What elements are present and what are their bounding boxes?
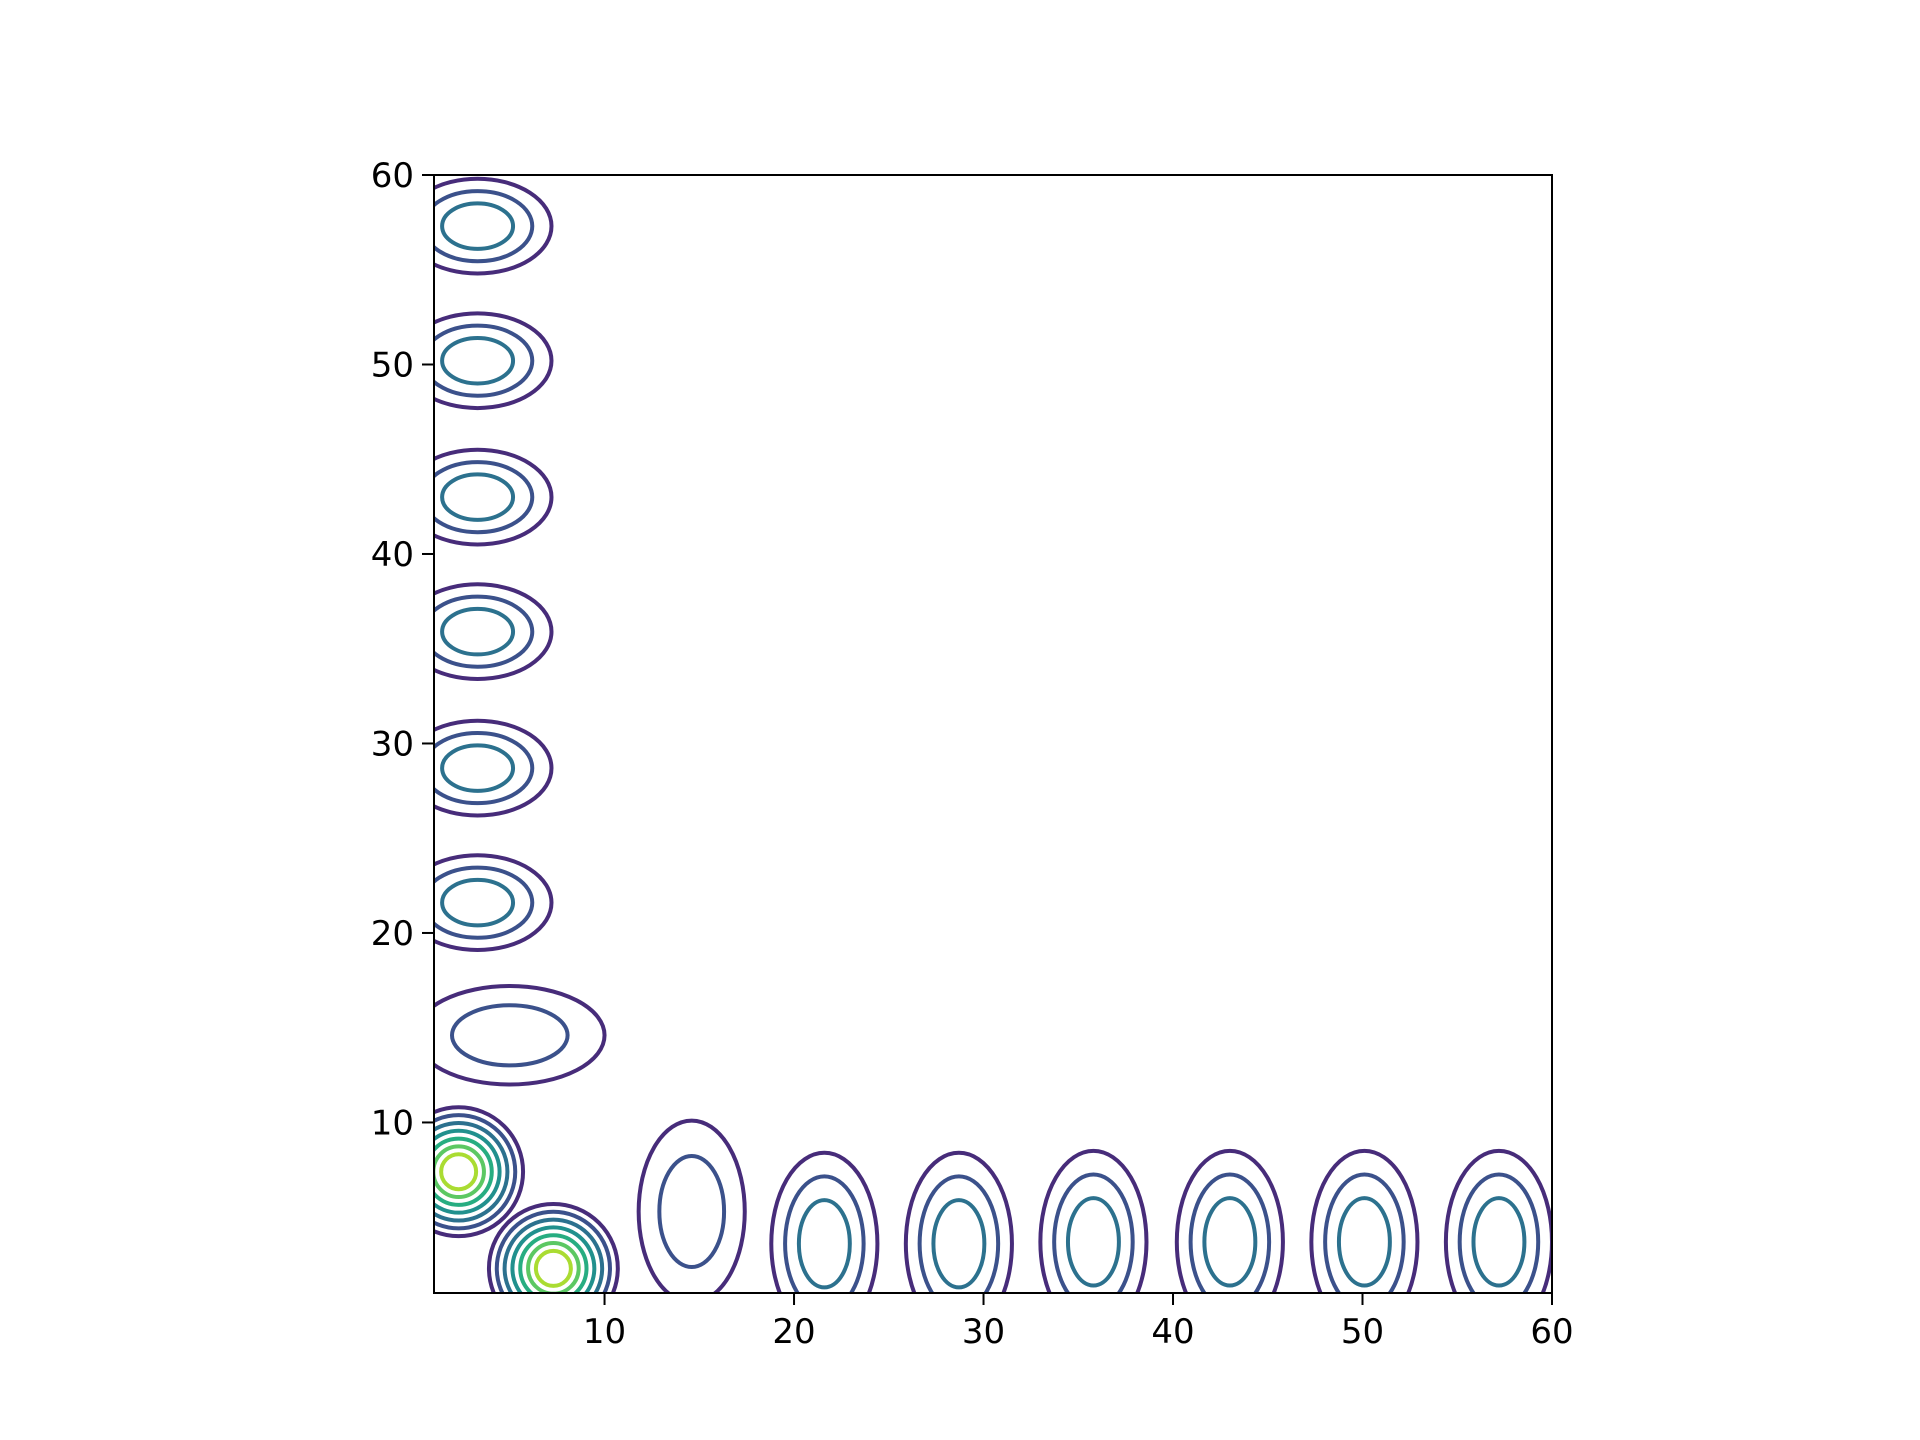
contour-lines [434, 176, 1552, 1293]
contour-ring-peak-6-level-0 [1174, 1148, 1285, 1293]
contour-ring-peak-13-level-0 [434, 447, 554, 547]
contour-ring-peak-5-level-1 [1052, 1172, 1135, 1293]
contour-ring-peak-1-level-6 [533, 1248, 573, 1288]
contour-ring-peak-8-level-1 [1457, 1172, 1541, 1293]
contour-ring-peak-10-level-0 [434, 853, 554, 953]
contour-ring-peak-9-level-1 [450, 1003, 570, 1068]
contour-ring-peak-12-level-2 [440, 606, 516, 657]
contour-ring-peak-14-level-2 [440, 335, 516, 386]
contour-ring-peak-1-level-5 [526, 1241, 581, 1293]
contour-ring-peak-12-level-0 [434, 582, 554, 682]
y-tick-label: 30 [371, 724, 414, 764]
contour-ring-peak-14-level-1 [434, 323, 535, 398]
contour-ring-peak-0-level-4 [434, 1136, 494, 1207]
contour-ring-peak-5-level-2 [1065, 1196, 1121, 1288]
contour-ring-peak-7-level-1 [1323, 1172, 1406, 1293]
contour-ring-peak-7-level-0 [1309, 1148, 1420, 1293]
contour-ring-peak-10-level-1 [434, 865, 535, 940]
contour-ring-peak-3-level-1 [783, 1174, 866, 1293]
contour-ring-peak-3-level-0 [769, 1150, 880, 1293]
contour-ring-peak-12-level-1 [434, 594, 535, 669]
contour-ring-peak-2-level-0 [636, 1118, 747, 1293]
contour-ring-peak-1-level-2 [502, 1217, 605, 1293]
contour-ring-peak-6-level-1 [1188, 1172, 1272, 1293]
contour-ring-peak-10-level-2 [440, 877, 516, 928]
contour-ring-peak-1-level-3 [510, 1225, 597, 1293]
contour-ring-peak-13-level-1 [434, 460, 535, 535]
y-tick-label: 40 [371, 535, 414, 575]
y-tick-label: 10 [371, 1103, 414, 1143]
contour-ring-peak-4-level-1 [917, 1174, 1001, 1293]
contour-ring-peak-0-level-0 [434, 1105, 526, 1239]
contour-ring-peak-15-level-1 [434, 189, 535, 264]
x-tick-label: 60 [1530, 1312, 1573, 1352]
x-tick-label: 30 [962, 1312, 1005, 1352]
contour-ring-peak-1-level-1 [494, 1209, 612, 1293]
contour-ring-peak-1-level-0 [486, 1201, 620, 1293]
contour-ring-peak-3-level-2 [796, 1198, 852, 1290]
plot-frame [433, 174, 1553, 1294]
contour-ring-peak-9-level-0 [434, 984, 607, 1087]
contour-ring-peak-8-level-2 [1471, 1196, 1527, 1288]
contour-ring-peak-1-level-4 [518, 1233, 589, 1293]
y-tick-label: 60 [371, 156, 414, 196]
contour-ring-peak-15-level-2 [440, 201, 516, 251]
contour-ring-peak-0-level-6 [439, 1152, 479, 1192]
contour-ring-peak-4-level-2 [931, 1198, 987, 1290]
x-tick-label: 50 [1341, 1312, 1384, 1352]
y-axis: 10 20 30 40 50 60 [371, 156, 434, 1143]
contour-ring-peak-0-level-1 [434, 1113, 518, 1231]
x-tick-label: 20 [772, 1312, 815, 1352]
contour-ring-peak-13-level-2 [440, 472, 516, 522]
contour-ring-peak-15-level-0 [434, 176, 554, 276]
contour-ring-peak-11-level-1 [434, 731, 535, 806]
contour-ring-peak-5-level-0 [1038, 1148, 1149, 1293]
y-tick-label: 50 [371, 345, 414, 385]
contour-ring-peak-6-level-2 [1202, 1196, 1258, 1288]
contour-ring-peak-11-level-2 [440, 743, 516, 793]
x-tick-label: 10 [583, 1312, 626, 1352]
contour-ring-peak-11-level-0 [434, 718, 554, 818]
contour-ring-peak-8-level-0 [1443, 1148, 1552, 1293]
contour-ring-peak-14-level-0 [434, 311, 554, 411]
contour-ring-peak-7-level-2 [1336, 1196, 1392, 1288]
contour-ring-peak-0-level-2 [434, 1120, 510, 1223]
contour-ring-peak-4-level-0 [903, 1150, 1014, 1293]
x-tick-label: 40 [1151, 1312, 1194, 1352]
y-tick-label: 20 [371, 914, 414, 954]
contour-ring-peak-0-level-3 [434, 1128, 502, 1215]
contour-ring-peak-2-level-1 [657, 1154, 727, 1270]
contour-ring-peak-0-level-5 [434, 1144, 486, 1200]
x-axis: 10 20 30 40 50 60 [583, 1293, 1574, 1352]
